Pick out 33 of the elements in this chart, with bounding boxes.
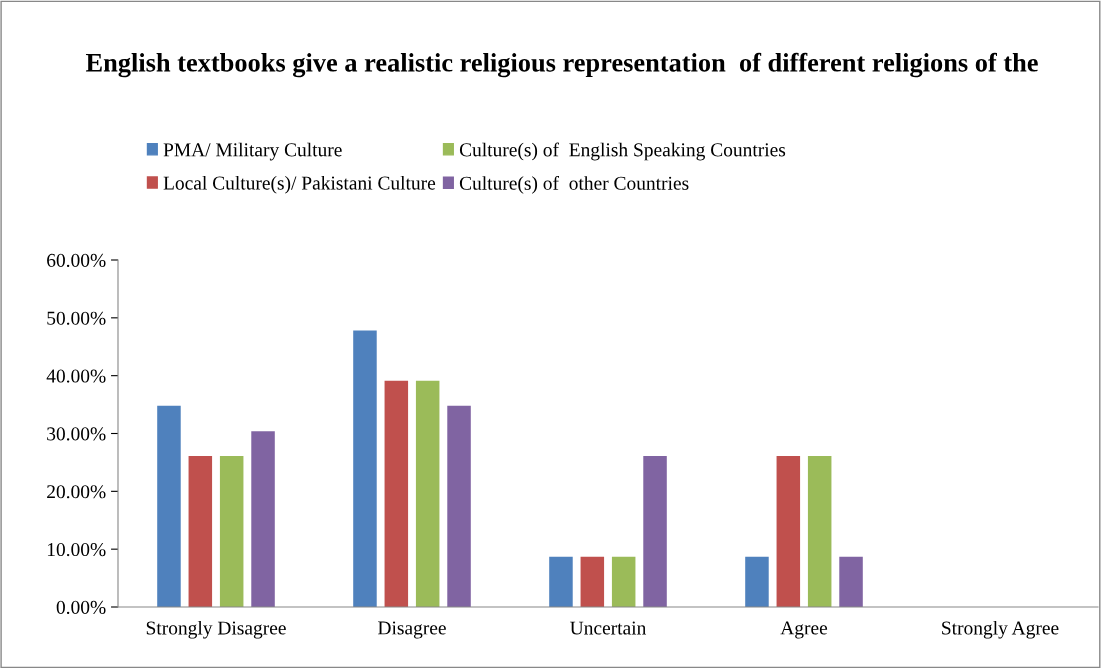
- bar: [188, 456, 213, 607]
- x-tick-label: Strongly Agree: [942, 620, 1059, 639]
- y-tick-label: 0.00%: [56, 600, 106, 615]
- legend-label: Culture(s) of English Speaking Countries: [459, 142, 786, 161]
- chart-title: English textbooks give a realistic religious representation of different religions of the: [85, 52, 1038, 78]
- bar: [807, 456, 832, 607]
- bar: [839, 556, 863, 607]
- bar: [611, 556, 636, 607]
- bar: [580, 556, 605, 607]
- bar: [415, 380, 440, 607]
- y-tick-label: 20.00%: [47, 485, 106, 499]
- y-tick-label: 50.00%: [47, 311, 106, 325]
- y-tick-label: 30.00%: [47, 427, 106, 441]
- y-tick-label: 40.00%: [46, 369, 106, 383]
- bar: [157, 405, 181, 607]
- bar: [251, 431, 275, 607]
- bar: [745, 556, 769, 607]
- x-tick-label: Uncertain: [570, 621, 647, 635]
- legend-label: PMA/ Military Culture: [163, 142, 342, 161]
- bar: [384, 380, 409, 607]
- x-tick-label: Strongly Disagree: [146, 620, 286, 639]
- bar: [549, 556, 573, 607]
- legend-label: Local Culture(s)/ Pakistani Culture: [163, 175, 436, 194]
- x-tick-label: Agree: [780, 621, 828, 639]
- bar: [643, 456, 667, 607]
- bar: [353, 330, 377, 607]
- x-tick-label: Disagree: [378, 621, 446, 639]
- legend-label: Culture(s) of other Countries: [459, 175, 689, 194]
- bar: [776, 456, 801, 607]
- bar: [447, 405, 471, 607]
- y-tick-label: 10.00%: [47, 542, 106, 557]
- y-tick-label: 60.00%: [47, 253, 106, 268]
- bar: [219, 456, 244, 607]
